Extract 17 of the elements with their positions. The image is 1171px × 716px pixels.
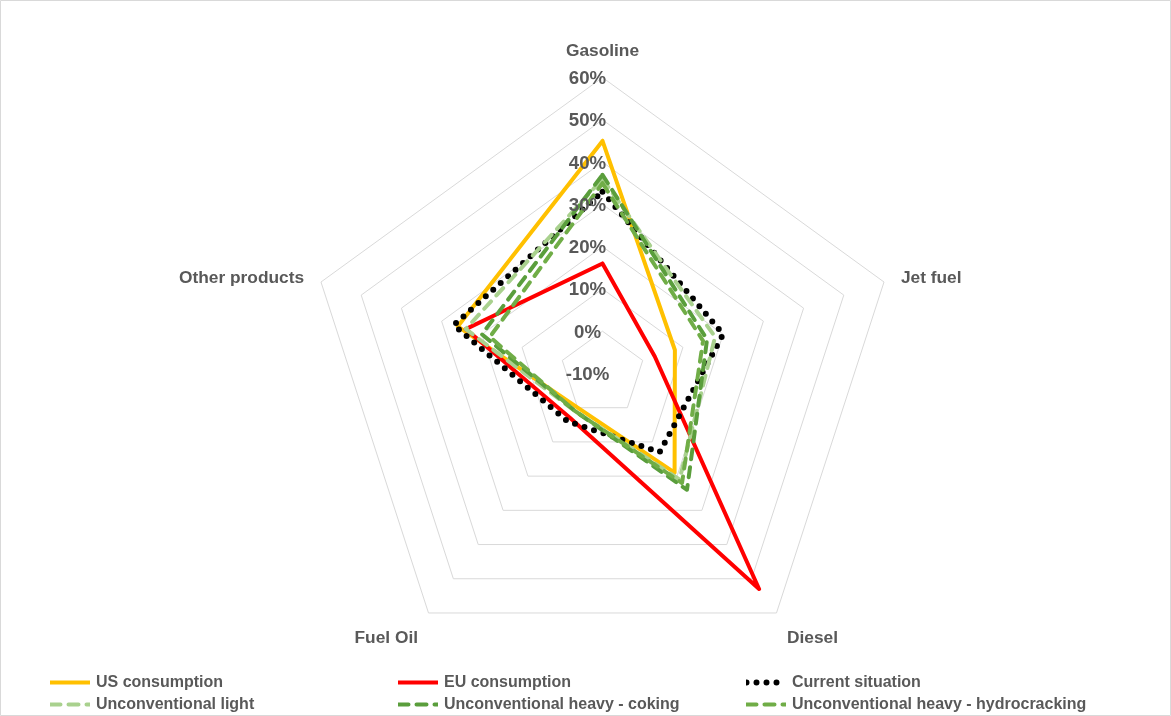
legend-label: Unconventional light [96, 695, 256, 713]
y-tick-label: 10% [568, 278, 607, 300]
legend-label: Unconventional heavy - coking [444, 695, 681, 713]
legend-label: Current situation [792, 673, 922, 691]
y-tick-label: 0% [574, 320, 602, 342]
spoke-label: Other products [178, 266, 305, 287]
y-tick-label: 50% [568, 109, 607, 131]
spoke-label: Fuel Oil [354, 627, 419, 648]
y-tick-label: 60% [568, 67, 607, 88]
spoke-label: Jet fuel [900, 266, 962, 287]
spoke-label: Gasoline [565, 39, 640, 60]
y-tick-label: 20% [568, 236, 607, 258]
y-tick-label: -10% [565, 363, 610, 384]
legend-label: US consumption [96, 673, 225, 691]
legend-label: Unconventional heavy - hydrocracking [792, 695, 1088, 713]
spoke-label: Diesel [786, 627, 838, 648]
legend-label: EU consumption [444, 673, 573, 691]
